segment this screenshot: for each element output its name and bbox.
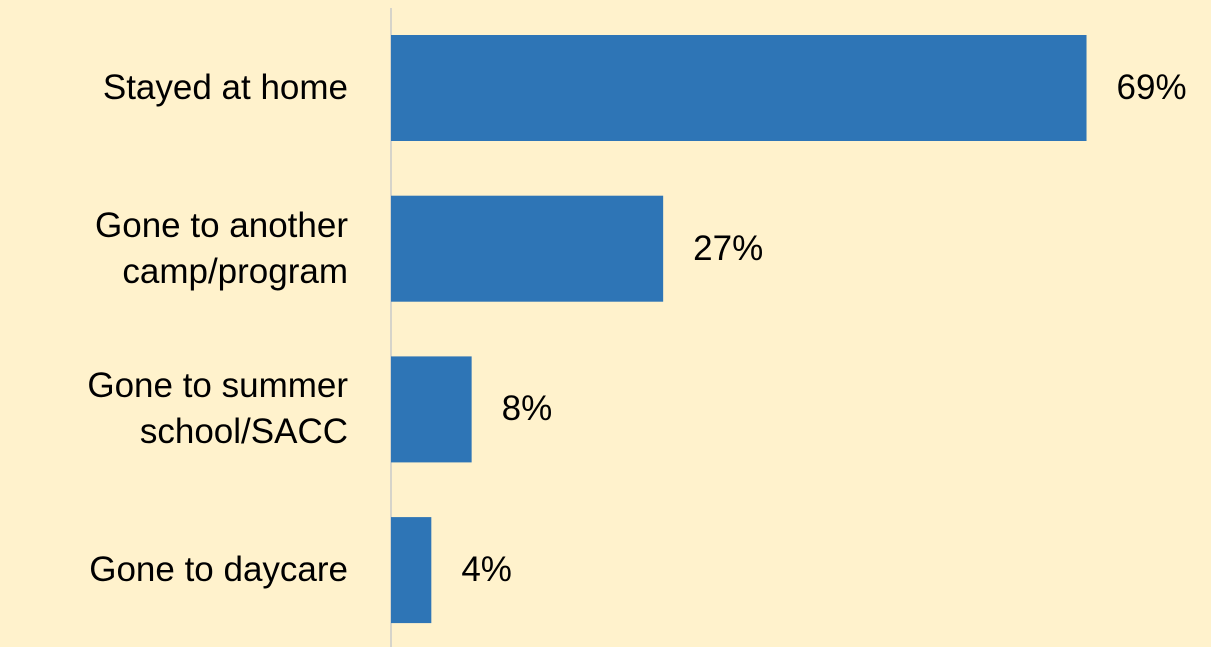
value-label: 8%	[501, 389, 553, 429]
category-label: Gone to summer school/SACC	[87, 366, 348, 452]
category-label: Stayed at home	[102, 68, 348, 107]
bar	[391, 356, 472, 463]
bar	[391, 517, 432, 624]
category-label: Gone to another camp/program	[95, 205, 348, 291]
value-label: 69%	[1116, 68, 1187, 107]
value-label: 27%	[693, 228, 764, 268]
bar	[391, 195, 664, 302]
value-label: 4%	[461, 550, 512, 590]
bar	[391, 35, 1087, 141]
category-label: Gone to daycare	[89, 550, 348, 590]
